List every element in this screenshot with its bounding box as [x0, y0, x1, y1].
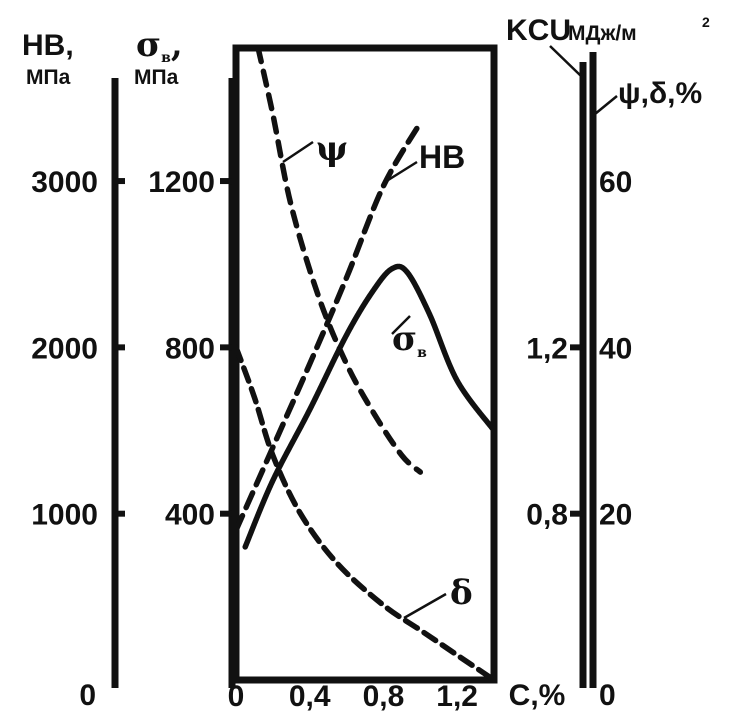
series-delta-label: δ	[450, 573, 473, 613]
series-sigma-line	[242, 263, 494, 550]
sigma-tick-label: 800	[165, 332, 215, 365]
axes-layer	[111, 44, 618, 688]
plot-frame	[232, 44, 498, 684]
series-psi-label-leader	[282, 140, 314, 164]
hb-tick-label: 2000	[31, 332, 98, 365]
sigma-axis-unit: МПа	[134, 66, 179, 89]
x-axis-title: C,%	[509, 679, 566, 712]
hb-tick-label: 0	[79, 679, 96, 712]
x-tick-label: 0,4	[289, 680, 331, 713]
series-psi-label: ψ	[316, 129, 348, 169]
sigma-axis-title: σв,	[136, 25, 183, 66]
hb-tick-label: 1000	[31, 499, 98, 532]
x-tick-label: 0	[228, 680, 245, 713]
series-delta-line	[236, 344, 494, 680]
psi-delta-tick-label: 60	[599, 166, 632, 199]
hb-axis-title: НВ,	[22, 29, 74, 62]
hb-axis-unit: МПа	[26, 66, 71, 89]
series-hb-line	[236, 120, 424, 534]
series-sigma-label: σв	[392, 319, 427, 361]
series-sigma-label-leader	[391, 315, 411, 335]
series-psi-line	[255, 48, 424, 475]
series-hb-label-leader	[384, 160, 418, 184]
kcu-axis-title: KCU	[506, 14, 571, 47]
curves-layer	[236, 48, 494, 680]
kcu-unit-superscript: 2	[702, 14, 710, 30]
kcu-tick-label: 1,2	[526, 332, 568, 365]
series-hb-label: НВ	[419, 139, 465, 175]
sigma-tick-label: 400	[165, 499, 215, 532]
psi-title-leader	[594, 95, 618, 115]
psi-delta-tick-label: 20	[599, 499, 632, 532]
hb-tick-label: 3000	[31, 166, 98, 199]
kcu-title-leader	[549, 45, 582, 77]
x-tick-label: 0,8	[363, 680, 405, 713]
kcu-tick-label: 0,8	[526, 499, 568, 532]
psi-delta-tick-label: 0	[599, 679, 616, 712]
psi-delta-tick-label: 40	[599, 332, 632, 365]
x-tick-label: 1,2	[436, 680, 478, 713]
sigma-tick-label: 1200	[148, 166, 215, 199]
series-delta-label-leader	[403, 592, 447, 620]
psi-delta-axis-title: ψ,δ,%	[618, 77, 702, 110]
kcu-axis-unit: МДж/м	[568, 22, 637, 45]
